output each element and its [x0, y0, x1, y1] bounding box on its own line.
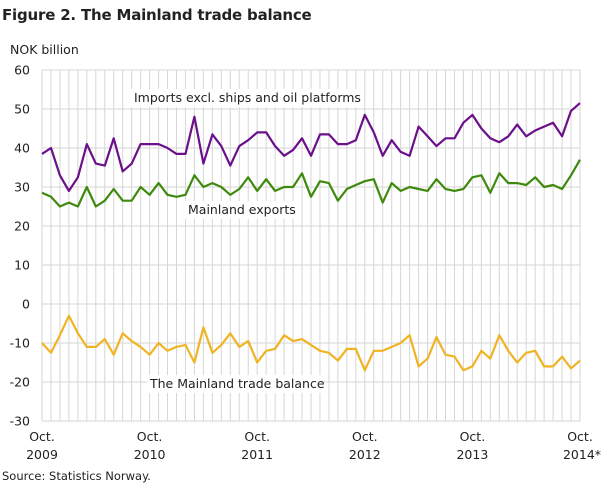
y-tick-label: -10 [10, 336, 30, 351]
y-axis-label: NOK billion [10, 42, 79, 57]
x-tick-month: Oct. [244, 429, 270, 444]
y-tick-label: 20 [14, 219, 30, 234]
y-tick-label: 10 [14, 258, 30, 273]
series-label-exports: Mainland exports [188, 202, 296, 217]
series-label-background [185, 201, 297, 219]
y-tick-label: -20 [10, 375, 30, 390]
x-tick-year: 2011 [241, 447, 273, 462]
y-tick-label: 50 [14, 102, 30, 117]
series-line-1 [41, 159, 581, 208]
y-tick-labels: 60 50 40 30 20 10 0 -10 -20 -30 [10, 63, 30, 429]
y-tick-label: 30 [14, 180, 30, 195]
x-tick-year: 2012 [349, 447, 381, 462]
series-line-0 [41, 102, 581, 192]
y-tick-label: 40 [14, 141, 30, 156]
x-tick-month: Oct. [460, 429, 486, 444]
y-tick-label: 0 [22, 297, 30, 312]
x-tick-labels: Oct. 2009 Oct. 2010 Oct. 2011 Oct. 2012 Oct. 2013… [26, 429, 601, 462]
y-tick-label: -30 [10, 414, 30, 429]
x-tick-month: Oct. [137, 429, 163, 444]
chart-title: Figure 2. The Mainland trade balance [2, 6, 312, 24]
x-tick-month: Oct. [567, 429, 593, 444]
series-label-background [147, 375, 322, 393]
series-label-imports: Imports excl. ships and oil platforms [134, 90, 361, 105]
x-tick-year: 2010 [134, 447, 166, 462]
x-tick-month: Oct. [352, 429, 378, 444]
source-note: Source: Statistics Norway. [2, 469, 151, 483]
gridlines [41, 69, 581, 422]
x-tick-year: 2014* [563, 447, 601, 462]
series-lines [41, 102, 581, 372]
series-labels: Imports excl. ships and oil platforms Mai… [131, 89, 361, 393]
x-tick-year: 2009 [26, 447, 58, 462]
x-tick-month: Oct. [29, 429, 55, 444]
y-tick-label: 60 [14, 63, 30, 78]
series-line-2 [41, 314, 581, 372]
x-tick-year: 2013 [456, 447, 488, 462]
series-label-background [131, 89, 359, 107]
series-label-balance: The Mainland trade balance [149, 376, 325, 391]
